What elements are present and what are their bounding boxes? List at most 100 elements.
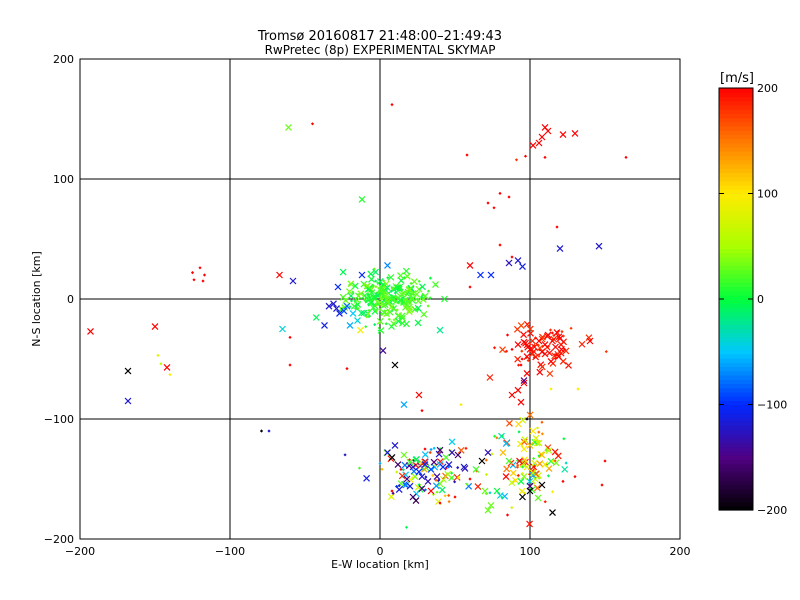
colorbar-segment [719, 92, 753, 98]
data-point-cross [514, 341, 522, 349]
colorbar-segment [719, 185, 753, 190]
x-tick-label: −100 [215, 545, 245, 558]
data-point-cross [544, 331, 552, 339]
cluster-point-diamond [544, 448, 548, 453]
cluster-point-cross [377, 327, 385, 334]
colorbar-segment [719, 408, 753, 414]
data-point-cross [549, 509, 556, 517]
data-point-cross [124, 367, 132, 375]
cluster-point-cross [512, 477, 519, 484]
colorbar-segment [719, 417, 753, 422]
data-point-diamond [549, 387, 553, 391]
data-point-cross [477, 271, 484, 279]
cluster-point-cross [421, 451, 429, 458]
colorbar-segment [719, 345, 753, 351]
cluster-point-cross [531, 459, 538, 467]
cluster-point-diamond [378, 461, 382, 465]
colorbar-segment [719, 121, 753, 127]
data-point-cross [424, 477, 432, 485]
cluster-point-cross [367, 270, 375, 278]
cluster-point-cross [405, 308, 413, 316]
cluster-point-diamond [500, 495, 504, 500]
colorbar-segment [719, 484, 753, 490]
cluster-point-cross [517, 322, 525, 330]
colorbar: −200 −100 0 100 200 [718, 82, 787, 517]
cluster-point-diamond [447, 493, 451, 498]
cluster-point-cross [536, 368, 544, 376]
colorbar-segment [719, 265, 753, 271]
data-point-cross [520, 445, 528, 453]
x-tick-label: 100 [520, 545, 541, 558]
colorbar-segment [719, 315, 753, 321]
data-point-cross [553, 329, 561, 337]
data-point-cross [487, 501, 495, 509]
data-point-diamond [156, 353, 160, 357]
data-point-diamond [505, 333, 510, 337]
colorbar-segment [719, 336, 753, 342]
cluster-point-cross [350, 302, 358, 310]
cluster-point-diamond [395, 296, 399, 300]
colorbar-segment [719, 117, 753, 123]
colorbar-segment [719, 244, 753, 249]
cluster-point-diamond [510, 505, 514, 510]
data-point-cross [289, 277, 297, 285]
data-point-cross [418, 485, 426, 493]
cluster-point-diamond [398, 316, 402, 320]
cluster-point-diamond [537, 454, 541, 458]
cluster-point-diamond [531, 442, 535, 446]
data-point-diamond [202, 273, 207, 277]
cluster-point-diamond [380, 297, 384, 301]
cluster-point-diamond [444, 466, 448, 470]
cluster-point-cross [351, 282, 359, 290]
colorbar-segment [719, 151, 753, 157]
colorbar-segment [719, 438, 753, 444]
colorbar-segment [719, 505, 753, 511]
data-point-diamond [345, 367, 349, 371]
colorbar-segment [719, 130, 753, 136]
cluster-point-diamond [546, 344, 550, 349]
data-point-cross [487, 271, 495, 279]
colorbar-segment [719, 429, 753, 435]
data-point-diamond [459, 403, 463, 407]
cluster-point-diamond [370, 283, 375, 287]
cluster-point-cross [312, 314, 320, 321]
cluster-point-diamond [374, 285, 378, 289]
cluster-point-cross [395, 311, 402, 319]
colorbar-segment [719, 256, 753, 262]
colorbar-segment [719, 193, 753, 199]
data-point-cross [330, 300, 337, 308]
data-point-cross [519, 263, 526, 271]
cluster-point-diamond [404, 525, 409, 529]
data-point-cross [163, 363, 171, 371]
colorbar-segment [719, 189, 753, 195]
data-point-diamond [390, 103, 394, 107]
colorbar-segment [719, 252, 753, 258]
cluster-point-diamond [484, 458, 488, 462]
data-point-cross [403, 475, 411, 483]
cluster-point-cross [508, 479, 516, 487]
data-point-cross [484, 506, 492, 514]
cluster-point-diamond [516, 473, 520, 478]
colorbar-segment [719, 459, 753, 465]
colorbar-segment [719, 404, 753, 410]
data-point-cross [445, 461, 453, 469]
cluster-point-diamond [377, 321, 381, 325]
x-tick-label: 0 [377, 545, 384, 558]
colorbar-segment [719, 210, 753, 216]
data-point-cross [276, 271, 283, 279]
cluster-point-diamond [546, 474, 551, 478]
data-point-diamond [468, 285, 472, 289]
cluster-point-cross [406, 306, 414, 314]
cluster-point-diamond [343, 453, 347, 457]
data-point-cross [400, 451, 408, 459]
colorbar-segment [719, 324, 753, 330]
colorbar-segment [719, 425, 753, 431]
cluster-point-diamond [516, 463, 520, 467]
cluster-point-diamond [551, 459, 555, 463]
data-point-diamond [505, 513, 510, 517]
data-point-cross [358, 271, 366, 279]
colorbar-segment [719, 488, 753, 494]
data-point-diamond [267, 429, 271, 433]
cluster-point-diamond [564, 461, 568, 465]
y-tick-label: −100 [44, 413, 74, 426]
